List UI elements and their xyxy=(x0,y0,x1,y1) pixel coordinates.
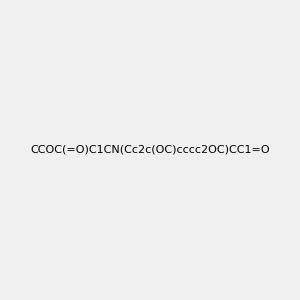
Text: CCOC(=O)C1CN(Cc2c(OC)cccc2OC)CC1=O: CCOC(=O)C1CN(Cc2c(OC)cccc2OC)CC1=O xyxy=(30,145,270,155)
